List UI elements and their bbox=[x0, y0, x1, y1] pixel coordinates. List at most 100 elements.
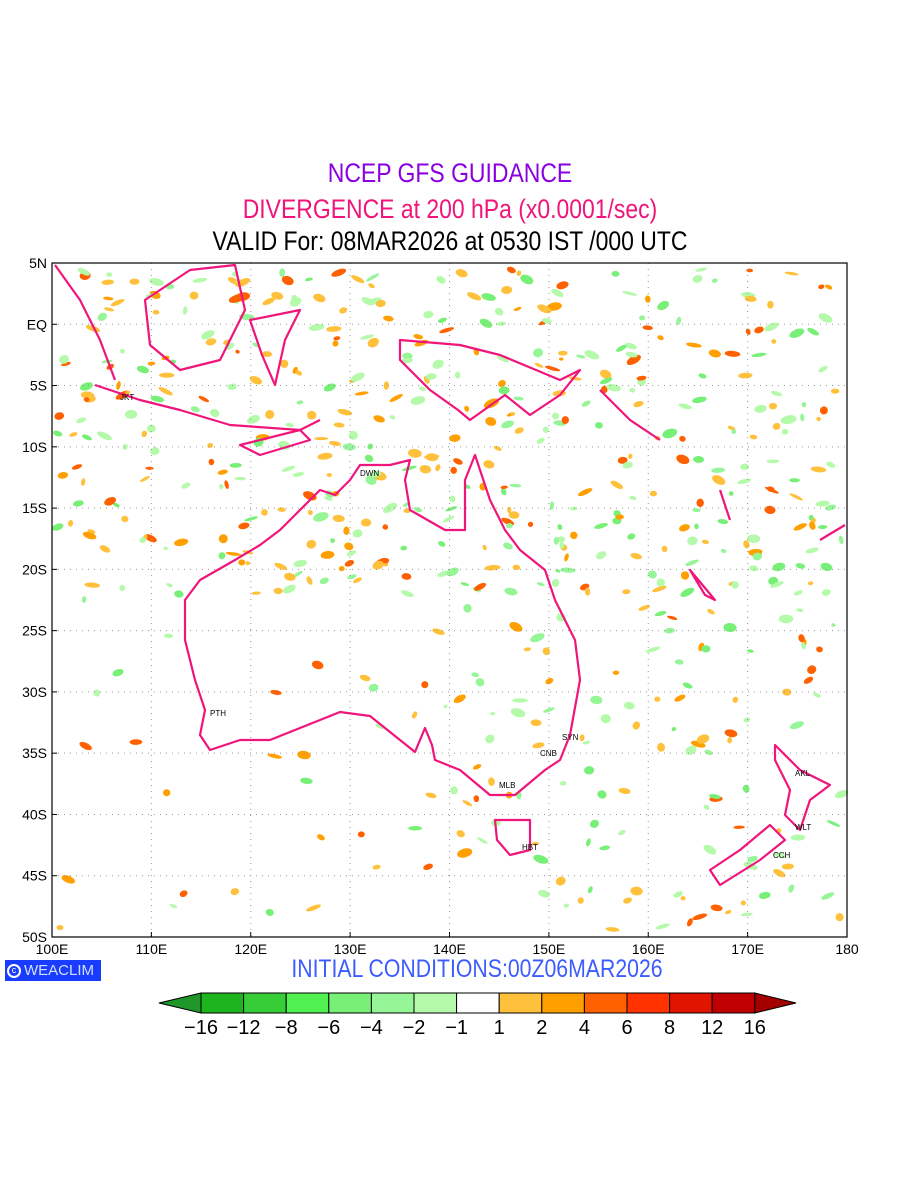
convergence-patch bbox=[594, 522, 608, 529]
convergence-patch bbox=[703, 804, 710, 810]
convergence-patch bbox=[704, 749, 713, 756]
convergence-patch bbox=[190, 406, 200, 413]
divergence-patch bbox=[782, 688, 792, 696]
divergence-patch bbox=[280, 359, 289, 368]
convergence-patch bbox=[365, 475, 377, 485]
divergence-patch bbox=[485, 417, 497, 426]
convergence-patch bbox=[557, 536, 566, 543]
convergence-patch bbox=[807, 327, 820, 336]
divergence-patch bbox=[498, 380, 506, 388]
convergence-patch bbox=[174, 590, 184, 598]
divergence-patch bbox=[738, 372, 753, 379]
colorbar-label: −6 bbox=[317, 1017, 340, 1039]
divergence-patch bbox=[768, 402, 778, 410]
convergence-patch bbox=[674, 659, 684, 665]
convergence-patch bbox=[629, 495, 637, 500]
convergence-patch bbox=[442, 515, 455, 523]
lat-label: 5S bbox=[30, 378, 47, 394]
colorbar-swatch bbox=[243, 992, 287, 1014]
new-caledonia-coast bbox=[688, 568, 717, 602]
convergence-patch bbox=[369, 470, 382, 478]
convergence-patch bbox=[293, 559, 308, 568]
divergence-patch bbox=[657, 335, 664, 341]
divergence-patch bbox=[789, 493, 804, 501]
convergence-patch bbox=[146, 424, 156, 433]
convergence-patch bbox=[76, 417, 87, 424]
divergence-patch bbox=[712, 475, 726, 486]
convergence-patch bbox=[788, 884, 795, 893]
divergence-patch bbox=[84, 397, 90, 402]
convergence-patch bbox=[500, 488, 507, 496]
divergence-patch bbox=[632, 721, 640, 730]
lat-label: EQ bbox=[27, 316, 47, 332]
convergence-patch bbox=[552, 412, 560, 420]
divergence-patch bbox=[125, 390, 131, 394]
divergence-patch bbox=[612, 670, 620, 675]
convergence-patch bbox=[192, 277, 208, 283]
convergence-patch bbox=[234, 476, 247, 481]
convergence-patch bbox=[400, 545, 408, 551]
lat-label: 20S bbox=[22, 561, 47, 577]
convergence-patch bbox=[662, 428, 678, 439]
divergence-patch bbox=[333, 422, 345, 428]
divergence-patch bbox=[816, 416, 821, 422]
convergence-patch bbox=[383, 502, 398, 513]
colorbar-swatch bbox=[413, 992, 458, 1014]
divergence-patch bbox=[457, 848, 473, 858]
solomons-coast bbox=[599, 389, 661, 441]
lat-label: 25S bbox=[22, 623, 47, 639]
divergence-patch bbox=[382, 524, 389, 530]
convergence-patch bbox=[790, 834, 806, 841]
divergence-patch bbox=[556, 281, 569, 290]
divergence-patch bbox=[284, 572, 296, 581]
convergence-patch bbox=[555, 569, 561, 573]
divergence-patch bbox=[555, 876, 566, 886]
divergence-patch bbox=[198, 395, 210, 403]
divergence-patch bbox=[435, 464, 441, 472]
divergence-patch bbox=[623, 897, 632, 904]
convergence-patch bbox=[292, 570, 303, 578]
convergence-patch bbox=[124, 409, 138, 419]
convergence-patch bbox=[479, 318, 493, 328]
convergence-patch bbox=[201, 330, 215, 340]
convergence-patch bbox=[541, 318, 552, 324]
divergence-patch bbox=[633, 400, 644, 408]
divergence-patch bbox=[732, 696, 739, 703]
divergence-patch bbox=[103, 307, 115, 312]
convergence-patch bbox=[831, 623, 836, 627]
convergence-patch bbox=[324, 496, 333, 501]
convergence-patch bbox=[645, 646, 661, 653]
divergence-patch bbox=[584, 587, 591, 596]
divergence-patch bbox=[85, 325, 101, 333]
divergence-patch bbox=[251, 591, 261, 595]
vanuatu-coast bbox=[718, 489, 732, 521]
divergence-patch bbox=[262, 297, 276, 306]
convergence-patch bbox=[584, 350, 600, 360]
convergence-patch bbox=[682, 682, 693, 689]
divergence-patch bbox=[360, 518, 372, 527]
lon-label: 130E bbox=[334, 941, 367, 957]
convergence-patch bbox=[229, 462, 242, 468]
divergence-patch bbox=[830, 388, 840, 394]
divergence-patch bbox=[79, 741, 92, 751]
divergence-patch bbox=[217, 469, 228, 475]
convergence-patch bbox=[218, 552, 226, 560]
convergence-patch bbox=[711, 278, 718, 283]
divergence-patch bbox=[772, 422, 781, 430]
divergence-patch bbox=[544, 365, 561, 372]
convergence-patch bbox=[300, 777, 313, 785]
axis-labels: 100E 110E 120E 130E 140E 150E 160E 170E 180 5N EQ 5… bbox=[22, 255, 859, 957]
java-coast bbox=[94, 383, 321, 432]
convergence-patch bbox=[498, 386, 510, 395]
divergence-patch bbox=[657, 742, 666, 752]
convergence-patch bbox=[150, 395, 165, 403]
divergence-patch bbox=[179, 890, 188, 898]
convergence-patch bbox=[723, 623, 737, 633]
divergence-patch bbox=[696, 734, 710, 744]
divergence-patch bbox=[749, 434, 758, 440]
convergence-patch bbox=[772, 562, 786, 572]
convergence-patch bbox=[680, 587, 695, 598]
divergence-patch bbox=[506, 266, 516, 274]
logo-text: WEACLIM bbox=[24, 962, 95, 979]
